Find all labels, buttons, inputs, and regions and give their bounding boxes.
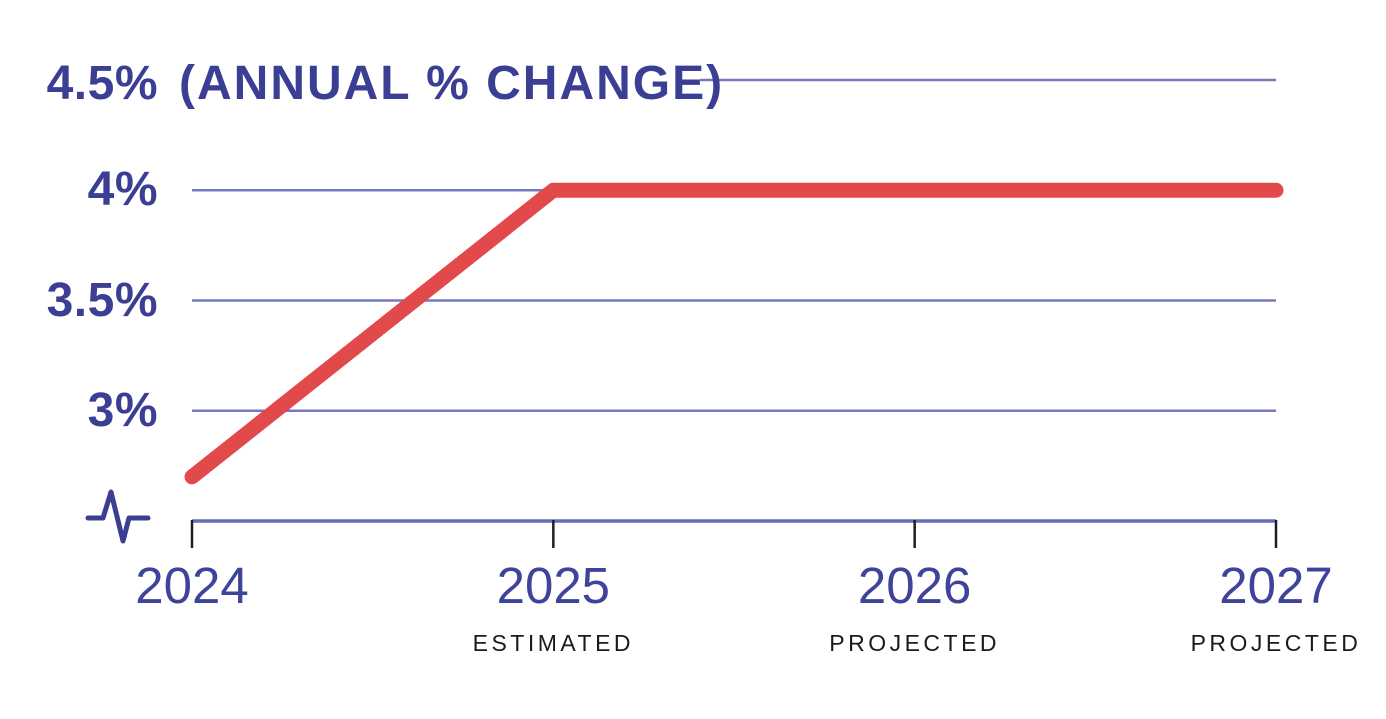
y-axis-tick-label: 4% [87, 163, 158, 217]
x-axis-year-label: 2026 [857, 557, 972, 614]
x-axis-year-label: 2027 [1219, 557, 1333, 614]
y-axis-tick-label: 3% [87, 383, 158, 437]
chart-header: 4.5% (ANNUAL % CHANGE) [0, 54, 724, 112]
chart-title: (ANNUAL % CHANGE) [179, 56, 725, 110]
axis-break-icon [85, 489, 151, 544]
x-axis-sublabel: PROJECTED [829, 630, 1001, 656]
x-axis-year-label: 2024 [135, 557, 249, 614]
x-axis-sublabel: PROJECTED [1190, 630, 1362, 656]
y-axis-tick-label: 4.5% [46, 56, 158, 110]
x-axis-year-label: 2025 [496, 557, 611, 614]
data-line [184, 182, 1284, 485]
x-axis-sublabel: ESTIMATED [472, 630, 635, 656]
y-axis-tick-label: 3.5% [46, 273, 158, 327]
